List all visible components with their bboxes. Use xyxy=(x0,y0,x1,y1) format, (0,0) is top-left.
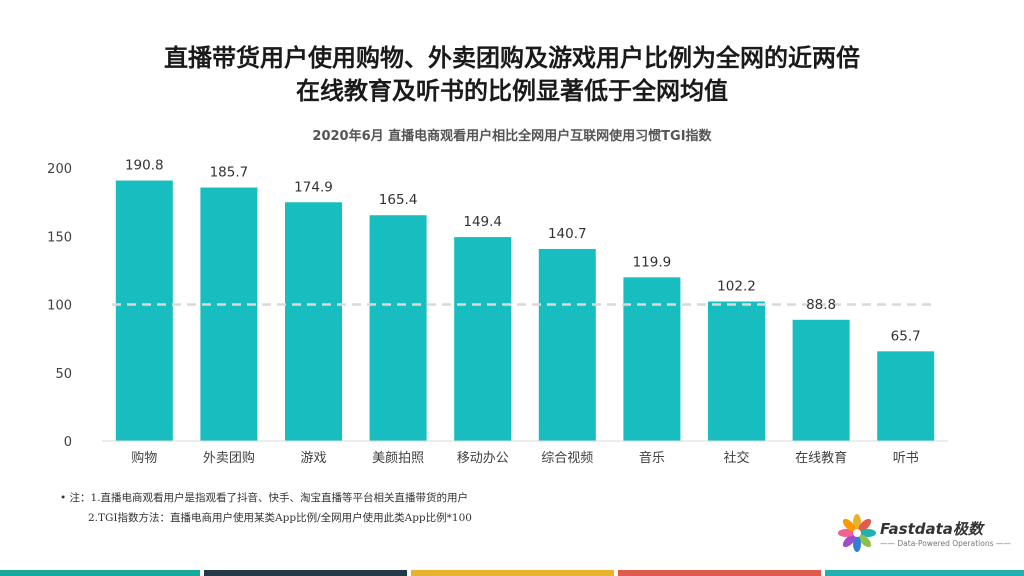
x-tick-label: 移动办公 xyxy=(457,451,509,466)
footnotes: • 注：1.直播电商观看用户是指观看了抖音、快手、淘宝直播等平台相关直播带货的用… xyxy=(60,488,472,528)
logo-tagline: —— Data-Powered Operations —— xyxy=(880,539,1011,548)
bar xyxy=(454,237,512,441)
x-tick-label: 购物 xyxy=(131,450,157,466)
data-label: 119.9 xyxy=(633,254,672,270)
page-title: 直播带货用户使用购物、外卖团购及游戏用户比例为全网的近两倍 在线教育及听书的比例… xyxy=(0,42,1024,108)
bar xyxy=(115,180,173,442)
bar xyxy=(200,187,258,441)
bottom-color-strip xyxy=(0,570,1024,576)
fastdata-logo: Fastdata极数 —— Data-Powered Operations —— xyxy=(836,510,1011,556)
strip-segment-3 xyxy=(411,570,614,576)
y-tick-label: 150 xyxy=(47,230,72,245)
strip-segment-1 xyxy=(0,570,200,576)
bar xyxy=(538,248,596,441)
data-label: 165.4 xyxy=(379,192,418,208)
bar xyxy=(285,202,342,441)
strip-segment-5 xyxy=(825,570,1024,576)
x-tick-label: 音乐 xyxy=(639,450,665,466)
data-label: 149.4 xyxy=(463,214,502,230)
footnote-1: • 注：1.直播电商观看用户是指观看了抖音、快手、淘宝直播等平台相关直播带货的用… xyxy=(60,492,469,504)
x-tick-label: 社交 xyxy=(723,450,749,466)
bar xyxy=(708,301,765,441)
data-label: 174.9 xyxy=(294,179,333,195)
y-tick-label: 200 xyxy=(47,162,72,177)
chart-title: 2020年6月 直播电商观看用户相比全网用户互联网使用习惯TGI指数 xyxy=(312,129,712,144)
data-label: 190.8 xyxy=(125,158,164,174)
logo-brand: Fastdata极数 xyxy=(880,520,983,538)
x-tick-label: 综合视频 xyxy=(541,451,593,466)
tgi-bar-chart: 0 50 100 150 200 190.8 购物 185.7 外卖团购 174.9 游戏 165.4… xyxy=(47,158,948,466)
data-label: 185.7 xyxy=(210,165,249,181)
title-line-2: 在线教育及听书的比例显著低于全网均值 xyxy=(296,77,728,105)
data-label: 65.7 xyxy=(891,328,921,344)
y-tick-label: 0 xyxy=(64,435,72,450)
data-label: 140.7 xyxy=(548,226,587,242)
bar xyxy=(623,277,681,441)
bar xyxy=(369,215,427,441)
flower-logo-icon xyxy=(838,514,876,552)
x-tick-label: 外卖团购 xyxy=(203,450,255,466)
x-tick-label: 在线教育 xyxy=(795,450,847,466)
x-tick-label: 美颜拍照 xyxy=(372,450,424,466)
y-tick-label: 100 xyxy=(47,299,72,314)
x-tick-label: 听书 xyxy=(893,451,919,466)
title-line-1: 直播带货用户使用购物、外卖团购及游戏用户比例为全网的近两倍 xyxy=(164,44,860,72)
y-tick-label: 50 xyxy=(55,367,72,382)
data-label: 102.2 xyxy=(717,278,756,294)
bar xyxy=(792,319,850,441)
bar xyxy=(877,351,935,441)
strip-segment-4 xyxy=(618,570,821,576)
data-label: 88.8 xyxy=(806,297,836,313)
strip-segment-2 xyxy=(204,570,407,576)
x-tick-label: 游戏 xyxy=(300,451,326,466)
footnote-2: 2.TGI指数方法：直播电商用户使用某类App比例/全网用户使用此类App比例*… xyxy=(88,512,472,524)
